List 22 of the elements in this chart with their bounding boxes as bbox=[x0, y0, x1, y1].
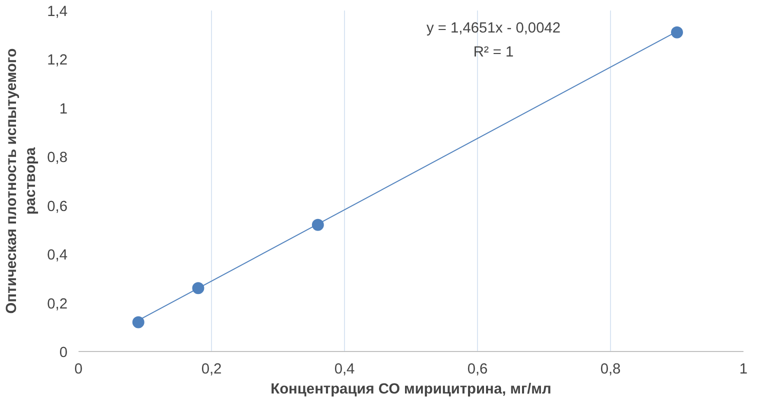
x-tick-label: 0,2 bbox=[201, 362, 222, 378]
point bbox=[312, 218, 324, 231]
x-axis-title: Концентрация СО мирицитрина, мг/мл bbox=[270, 382, 552, 398]
y-tick-label: 0,4 bbox=[47, 248, 68, 264]
y-tick-label: 0,8 bbox=[47, 150, 68, 166]
x-tick-label: 0,6 bbox=[467, 362, 488, 378]
annotation: R² = 1 bbox=[473, 44, 514, 60]
x-tick-label: 0,8 bbox=[600, 362, 621, 378]
y-tick-label: 0,6 bbox=[47, 198, 68, 215]
annotation: y = 1,4651x - 0,0042 bbox=[426, 20, 561, 36]
y-axis-title: Оптическая плотность испытуемого раствора bbox=[4, 48, 40, 314]
point bbox=[192, 282, 204, 294]
y-tick-label: 1,2 bbox=[47, 52, 68, 69]
y-tick-label: 0 bbox=[59, 345, 68, 361]
y-tick-label: 0,2 bbox=[47, 296, 68, 312]
y-tick-label: 1 bbox=[59, 101, 68, 118]
y-tick-label: 1,4 bbox=[47, 4, 68, 20]
x-tick-label: 0 bbox=[74, 362, 83, 378]
point bbox=[132, 316, 144, 328]
x-tick-label: 1 bbox=[739, 362, 748, 378]
x-tick-label: 0,4 bbox=[334, 362, 355, 378]
point bbox=[671, 26, 683, 38]
